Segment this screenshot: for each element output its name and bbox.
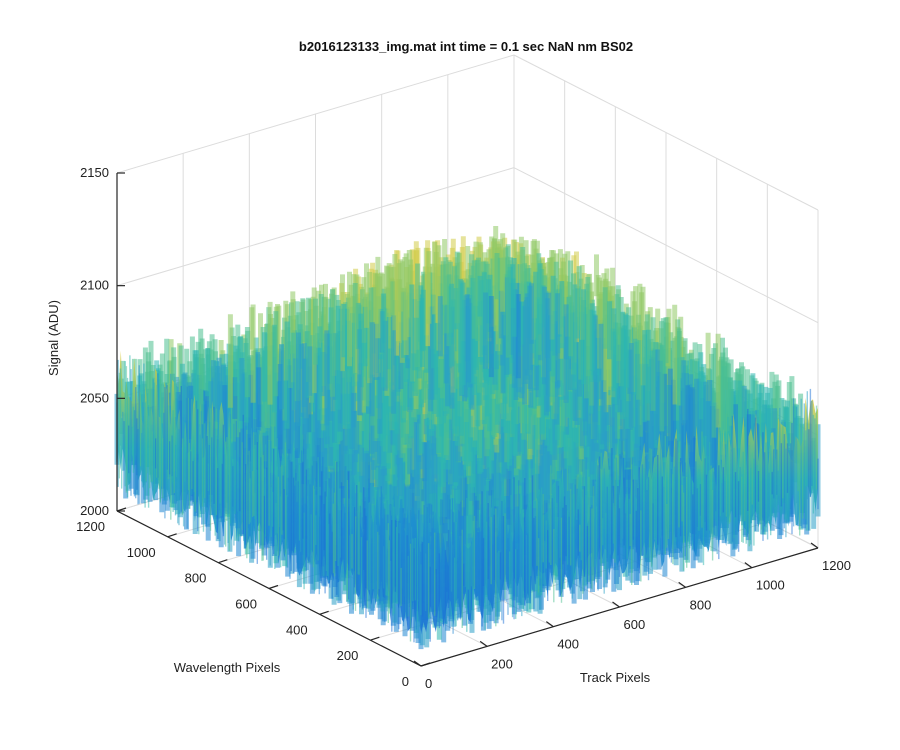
- surface: [114, 226, 821, 650]
- back-wall-grid-line: [513, 54, 819, 211]
- side-wall-grid-line: [116, 167, 515, 287]
- back-wall-grid-line: [513, 167, 819, 324]
- side-wall-grid-line: [116, 54, 515, 174]
